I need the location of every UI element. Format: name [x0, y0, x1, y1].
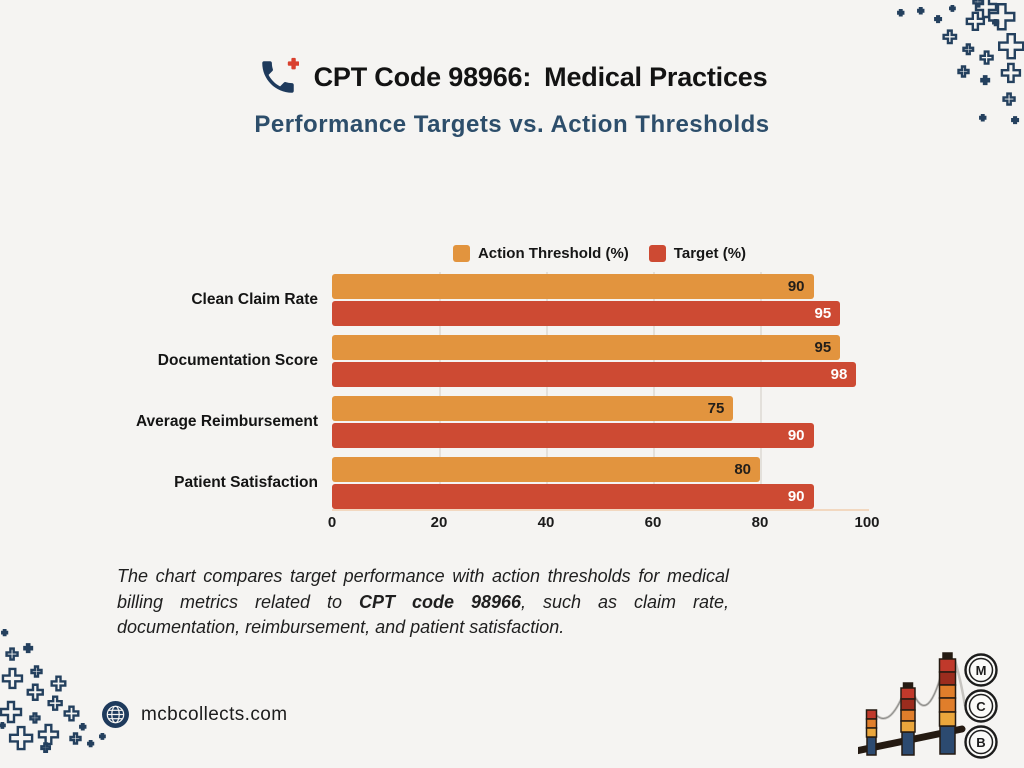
- phone-icon: [261, 57, 299, 93]
- bar-action-threshold-documentation-score: 95: [332, 335, 841, 360]
- bar-target-patient-satisfaction: 90: [332, 484, 814, 509]
- bar-action-threshold-clean-claim-rate: 90: [332, 274, 814, 299]
- bar-action-threshold-average-reimbursement: 75: [332, 396, 734, 421]
- chart-legend: Action Threshold (%) Target (%): [332, 245, 867, 262]
- bar-target-clean-claim-rate: 95: [332, 301, 841, 326]
- x-axis-line: [332, 509, 869, 511]
- gridline-40: [546, 272, 548, 510]
- legend-label: Action Threshold (%): [477, 245, 629, 262]
- mcb-bridge-logo: M C B: [858, 652, 998, 759]
- website-url: mcbcollects.com: [141, 704, 288, 725]
- category-label-patient-satisfaction: Patient Satisfaction: [174, 474, 318, 491]
- description-bold-code: CPT code 98966: [359, 591, 522, 612]
- page-subtitle: Performance Targets vs. Action Threshold…: [254, 111, 770, 138]
- legend-swatch-action-threshold: [452, 245, 470, 262]
- page-title-rest: Medical Practices: [544, 61, 768, 92]
- x-tick-40: 40: [537, 514, 555, 531]
- category-label-average-reimbursement: Average Reimbursement: [135, 413, 318, 430]
- gridline-80: [760, 272, 762, 510]
- page-title: CPT Code 98966: Medical Practices: [314, 62, 768, 93]
- legend-swatch-target: [648, 245, 666, 262]
- bar-target-average-reimbursement: 90: [332, 423, 814, 448]
- header: CPT Code 98966: Medical Practices Perfor…: [0, 56, 1024, 139]
- logo-letter-c: C: [976, 699, 986, 714]
- medical-plus-icon: [287, 57, 299, 70]
- legend-item-target: Target (%): [648, 245, 747, 262]
- chart-description: The chart compares target performance wi…: [117, 564, 729, 641]
- x-tick-60: 60: [644, 514, 662, 531]
- bar-action-threshold-patient-satisfaction: 80: [332, 457, 760, 482]
- category-label-clean-claim-rate: Clean Claim Rate: [191, 291, 318, 308]
- x-tick-0: 0: [327, 514, 337, 531]
- logo-letter-b: B: [976, 735, 985, 750]
- mcb-letter-circles: M C B: [964, 653, 998, 759]
- description-suffix: , such as claim rate, documentation, rei…: [117, 591, 729, 638]
- gridline-60: [653, 272, 655, 510]
- description-prefix: The chart compares target performance wi…: [117, 566, 729, 612]
- page-title-code: CPT Code 98966:: [313, 61, 532, 92]
- x-tick-80: 80: [751, 514, 769, 531]
- x-tick-20: 20: [430, 514, 448, 531]
- legend-label: Target (%): [673, 245, 747, 262]
- globe-icon: [102, 701, 129, 728]
- x-tick-100: 100: [854, 514, 880, 531]
- logo-letter-m: M: [976, 663, 987, 678]
- category-label-documentation-score: Documentation Score: [157, 352, 318, 369]
- gridline-20: [439, 272, 441, 510]
- legend-item-action-threshold: Action Threshold (%): [452, 245, 629, 262]
- bar-target-documentation-score: 98: [332, 362, 857, 387]
